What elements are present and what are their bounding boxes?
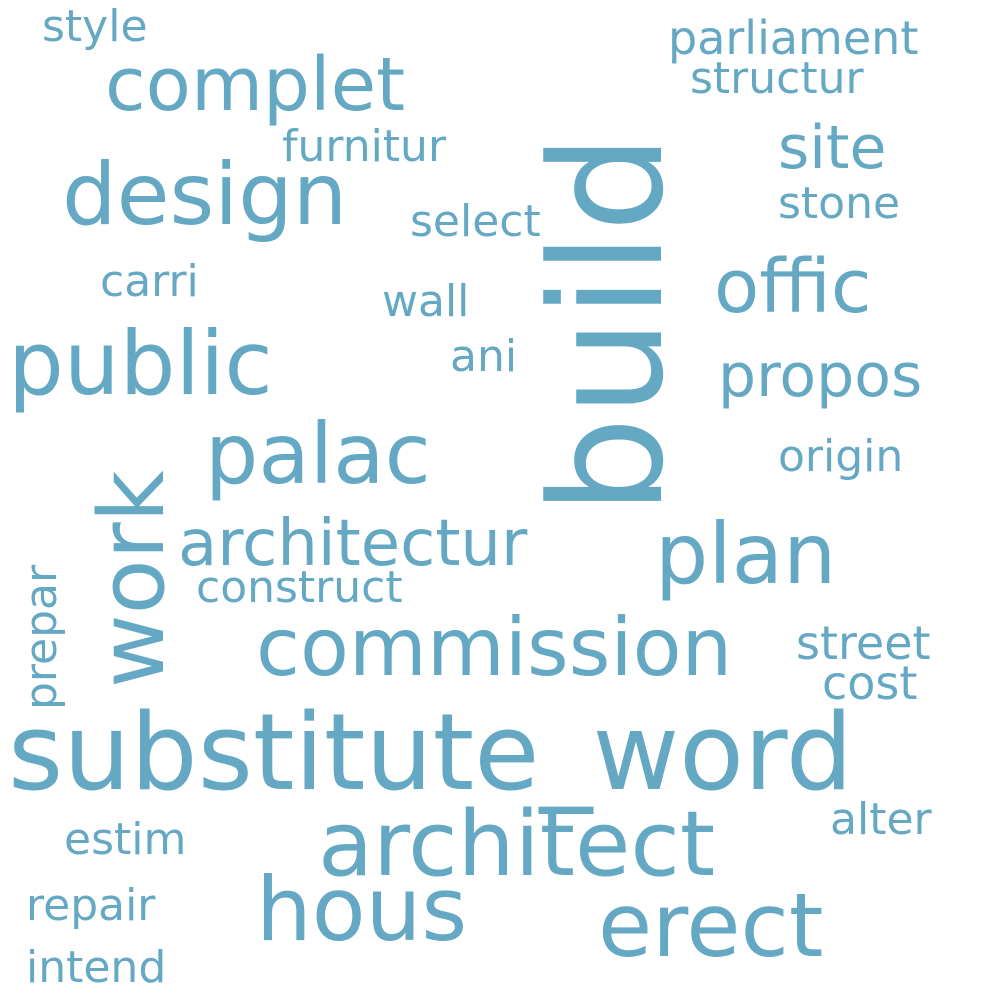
word-substitute-word: substitute_word [8,691,853,814]
word-design: design [62,145,348,245]
word-alter: alter [830,794,932,845]
word-furnitur: furnitur [282,121,447,172]
word-architect: architect [318,792,716,897]
word-origin: origin [778,431,904,482]
word-cost: cost [822,656,918,710]
word-stone: stone [778,178,901,229]
word-palac: palac [205,405,431,503]
word-parliament: parliament [668,11,919,65]
word-prepar: prepar [16,564,67,710]
word-erect: erect [598,874,824,977]
word-estim: estim [64,814,187,865]
word-carri: carri [100,256,199,307]
word-hous: hous [256,858,468,961]
word-build: build [517,133,698,515]
word-complet: complet [105,42,406,128]
word-work: work [80,470,185,688]
word-select: select [410,196,541,247]
word-offic: offic [714,244,872,330]
word-site: site [778,113,887,183]
word-repair: repair [26,880,156,931]
word-public: public [8,312,273,415]
word-ani: ani [450,331,518,382]
word-propos: propos [718,341,923,411]
word-plan: plan [655,505,837,603]
word-style: style [42,1,148,52]
word-commission: commission [256,601,733,694]
word-intend: intend [26,942,167,993]
word-structur: structur [690,53,864,104]
word-wall: wall [382,276,470,327]
word-construct: construct [196,562,403,613]
word-architectur: architectur [178,507,528,581]
word-street: street [796,616,931,670]
